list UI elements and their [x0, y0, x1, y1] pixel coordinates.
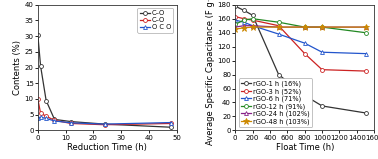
rGO-24 h (102%) [363, 26, 368, 28]
rGO-1 h (16%) [363, 112, 368, 114]
rGO-1 h (16%) [320, 105, 324, 107]
rGO-3 h (52%) [320, 69, 324, 71]
rGO-12 h (91%) [320, 26, 324, 28]
rGO-24 h (102%) [242, 25, 246, 27]
Line: rGO-3 h (52%): rGO-3 h (52%) [233, 15, 367, 73]
C–O [52, 119, 57, 121]
rGO-24 h (102%) [320, 26, 324, 28]
C–O [169, 123, 174, 124]
O C O [102, 123, 107, 125]
rGO-48 h (103%) [302, 26, 307, 28]
O C O [36, 117, 40, 119]
Line: rGO-12 h (91%): rGO-12 h (91%) [233, 17, 367, 35]
rGO-12 h (91%) [242, 19, 246, 21]
rGO-1 h (16%) [250, 14, 255, 16]
Line: C–O: C–O [36, 33, 173, 129]
Line: O C O: O C O [36, 115, 173, 126]
rGO-6 h (71%) [233, 19, 237, 21]
rGO-12 h (91%) [250, 18, 255, 20]
rGO-12 h (91%) [363, 32, 368, 34]
rGO-1 h (16%) [242, 9, 246, 11]
C–O [102, 123, 107, 125]
rGO-3 h (52%) [363, 70, 368, 72]
Line: rGO-24 h (102%): rGO-24 h (102%) [233, 24, 367, 29]
rGO-6 h (71%) [242, 21, 246, 23]
rGO-6 h (71%) [320, 51, 324, 53]
rGO-24 h (102%) [250, 25, 255, 27]
rGO-48 h (103%) [250, 26, 255, 28]
Legend: rGO-1 h (16%), rGO-3 h (52%), rGO-6 h (71%), rGO-12 h (91%), rGO-24 h (102%), rG: rGO-1 h (16%), rGO-3 h (52%), rGO-6 h (7… [239, 78, 312, 127]
O C O [69, 122, 73, 124]
rGO-12 h (91%) [302, 26, 307, 28]
O C O [38, 116, 43, 118]
X-axis label: Reduction Time (h): Reduction Time (h) [67, 143, 147, 152]
Legend: C–O, C–O, O C O: C–O, C–O, O C O [138, 8, 174, 33]
rGO-6 h (71%) [302, 42, 307, 44]
rGO-6 h (71%) [276, 33, 281, 35]
O C O [169, 122, 174, 124]
C–O [69, 123, 73, 124]
Line: C–O: C–O [36, 97, 173, 127]
O C O [52, 120, 57, 122]
C–O [169, 126, 174, 128]
C–O [44, 115, 48, 117]
X-axis label: Float Time (h): Float Time (h) [276, 143, 334, 152]
C–O [38, 112, 43, 114]
rGO-12 h (91%) [276, 21, 281, 23]
C–O [102, 124, 107, 126]
rGO-24 h (102%) [233, 26, 237, 28]
rGO-48 h (103%) [233, 28, 237, 30]
rGO-24 h (102%) [276, 26, 281, 28]
C–O [69, 121, 73, 123]
C–O [38, 65, 43, 67]
rGO-3 h (52%) [233, 16, 237, 18]
Y-axis label: Contents (%): Contents (%) [13, 40, 22, 95]
rGO-3 h (52%) [250, 19, 255, 21]
rGO-48 h (103%) [242, 27, 246, 29]
rGO-48 h (103%) [320, 26, 324, 28]
rGO-48 h (103%) [363, 26, 368, 28]
rGO-3 h (52%) [276, 25, 281, 27]
Y-axis label: Average Specific Capacitance (F g⁻¹): Average Specific Capacitance (F g⁻¹) [206, 0, 215, 145]
rGO-3 h (52%) [302, 53, 307, 55]
C–O [36, 34, 40, 36]
rGO-1 h (16%) [276, 74, 281, 76]
rGO-1 h (16%) [302, 95, 307, 97]
C–O [44, 100, 48, 101]
C–O [52, 118, 57, 120]
rGO-12 h (91%) [233, 23, 237, 25]
rGO-48 h (103%) [276, 26, 281, 28]
O C O [44, 118, 48, 119]
Line: rGO-48 h (103%): rGO-48 h (103%) [232, 24, 369, 32]
rGO-6 h (71%) [250, 25, 255, 27]
C–O [36, 98, 40, 100]
Line: rGO-6 h (71%): rGO-6 h (71%) [233, 18, 367, 55]
rGO-24 h (102%) [302, 26, 307, 28]
Line: rGO-1 h (16%): rGO-1 h (16%) [233, 4, 367, 115]
rGO-3 h (52%) [242, 18, 246, 20]
rGO-6 h (71%) [363, 53, 368, 55]
rGO-1 h (16%) [233, 5, 237, 7]
